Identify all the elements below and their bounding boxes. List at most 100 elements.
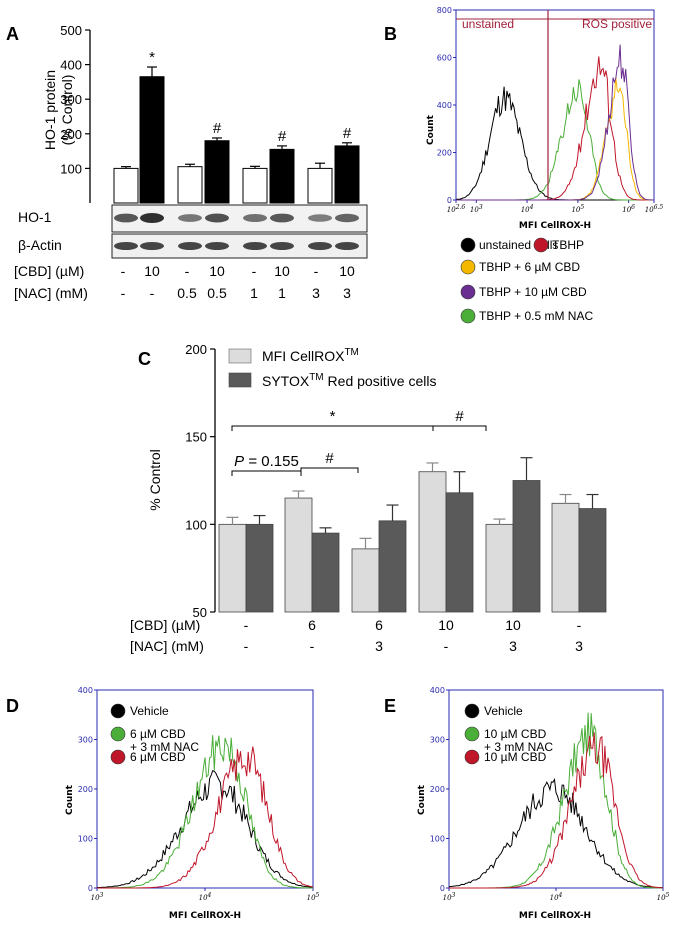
blot-actin-band xyxy=(140,242,164,250)
blot-actin-label: β-Actin xyxy=(18,237,62,253)
panel-d-curve-vehicle xyxy=(96,770,314,889)
blot-ho1-band xyxy=(270,213,294,223)
panel-e-ytick-label: 100 xyxy=(430,835,445,844)
panel-a-ytick-label: 100 xyxy=(60,161,82,176)
panel-c-bar-chart: 50 100 150 200 P = 0.155 # * # MFI CellROXTM SY… xyxy=(130,342,607,654)
panel-d-xlabel: MFI CellROX-H xyxy=(169,911,241,921)
panel-e-xlabel: MFI CellROX-H xyxy=(519,911,591,921)
panel-c-bar-series1 xyxy=(284,497,313,613)
panel-b-ytick-label: 800 xyxy=(437,6,452,15)
panel-a-ylabel-line2: (% Control) xyxy=(59,75,75,146)
panel-e-legend-marker xyxy=(464,703,480,719)
panel-b-legend-marker xyxy=(460,237,476,253)
table-c-cbd-label: [CBD] (µM) xyxy=(130,617,200,633)
blot-ho1-band xyxy=(140,213,164,223)
panel-b-legend-label: TBHP + 0.5 mM NAC xyxy=(479,309,593,323)
panel-e-xtick-label: 105 xyxy=(657,892,670,902)
blot-actin-band xyxy=(205,242,229,250)
panel-d-xtick-label: 104 xyxy=(199,892,212,902)
panel-label-c: C xyxy=(138,349,151,369)
panel-b-curve-cbd10 xyxy=(456,44,654,201)
table-a-cbd-label: [CBD] (µM) xyxy=(14,263,84,279)
panel-a-bar xyxy=(177,166,203,204)
panel-b-flow-histogram: 0 200 400 600 800 102.6 103 104 105 106 106.5 unst… xyxy=(426,6,663,324)
panel-d-xtick-label: 103 xyxy=(91,892,104,902)
panel-e-legend-label: 10 µM CBD xyxy=(484,750,547,764)
table-a-cbd-cell: - xyxy=(314,263,319,279)
table-a-cbd-cell: - xyxy=(185,263,190,279)
panel-d-ylabel: Count xyxy=(65,784,75,815)
panel-a-ylabel-line1: HO-1 protein xyxy=(42,70,58,150)
table-c-nac-cell: 3 xyxy=(375,638,383,654)
panel-c-ytick-label: 200 xyxy=(185,342,207,357)
table-a-nac-cell: - xyxy=(150,285,155,301)
panel-d-legend-marker xyxy=(110,726,126,742)
panel-e-xtick-label: 104 xyxy=(550,892,563,902)
panel-c-bar-series2 xyxy=(378,520,407,613)
panel-b-legend-marker xyxy=(460,308,476,324)
panel-c-annot-p-label: P = 0.155 xyxy=(234,453,299,470)
panel-d-legend-marker xyxy=(110,703,126,719)
table-c-nac-cell: 3 xyxy=(575,638,583,654)
panel-b-ytick-label: 200 xyxy=(437,149,452,158)
table-a-cbd-cell: 10 xyxy=(339,263,355,279)
panel-c-bar-series2 xyxy=(512,480,541,613)
panel-d-ytick-label: 100 xyxy=(78,835,93,844)
panel-d-legend-label: 6 µM CBD xyxy=(130,750,186,764)
panel-e-curve-cbd xyxy=(449,732,663,889)
panel-a-bar-chart: 100 200 300 400 500 * # # # HO-1 protein (% Con… xyxy=(42,23,360,204)
panel-b-xtick-label: 102.6 xyxy=(447,204,466,214)
panel-a-significance: # xyxy=(278,128,287,145)
blot-actin-band xyxy=(308,242,332,250)
panel-d-curve-cbd-nac xyxy=(97,735,313,889)
panel-a-bar xyxy=(334,145,360,204)
panel-e-flow-histogram: 0 100 200 300 400 103 104 105 Vehicle 10 µM CBD+… xyxy=(417,686,670,921)
panel-c-legend-swatch-2 xyxy=(228,372,252,388)
panel-a-ytick-label: 200 xyxy=(60,127,82,142)
panel-a-ytick-label: 500 xyxy=(60,23,82,38)
panel-c-ytick-label: 100 xyxy=(185,517,207,532)
panel-d-frame xyxy=(96,689,314,889)
panel-e-ytick-label: 400 xyxy=(430,686,445,695)
table-a-nac-cell: 3 xyxy=(312,285,320,301)
panel-b-xtick-label: 104 xyxy=(521,204,534,214)
table-c-cbd-cell: 6 xyxy=(375,617,383,633)
blot-actin-band xyxy=(335,242,359,250)
panel-b-legend-label: TBHP + 10 µM CBD xyxy=(479,285,587,299)
panel-d-legend-label: 6 µM CBD xyxy=(130,727,186,741)
table-c-cbd-cell: 6 xyxy=(308,617,316,633)
panel-c-annot-hash1-label: # xyxy=(325,450,334,467)
panel-c-annot-p-bracket xyxy=(231,470,302,476)
panel-b-gate-left-label: unstained xyxy=(462,17,514,31)
panel-a-significance: * xyxy=(149,49,155,66)
panel-c-ytick-label: 50 xyxy=(193,605,207,620)
table-a-nac-cell: - xyxy=(121,285,126,301)
panel-a-bar xyxy=(204,140,230,204)
panel-d-curve-cbd xyxy=(97,746,314,889)
panel-e-ytick-label: 0 xyxy=(440,884,445,893)
table-a-cbd-cell: 10 xyxy=(274,263,290,279)
table-a-cbd-cell: - xyxy=(121,263,126,279)
blot-actin-band xyxy=(270,242,294,250)
blot-ho1-band xyxy=(205,213,229,223)
panel-b-ytick-label: 600 xyxy=(437,54,452,63)
panel-c-bar-series1 xyxy=(551,502,580,613)
panel-b-gate-right-label: ROS positive xyxy=(582,17,652,31)
blot-ho1-band xyxy=(243,214,267,222)
panel-a-significance: # xyxy=(343,125,352,142)
panel-c-ylabel: % Control xyxy=(147,449,163,510)
panel-e-xtick-label: 103 xyxy=(443,892,456,902)
panel-d-legend-label-line2: + 3 mM NAC xyxy=(130,740,199,754)
table-c-nac-label: [NAC] (mM) xyxy=(130,638,204,654)
table-c-cbd-cell: 10 xyxy=(505,617,521,633)
panel-d-flow-histogram: 0 100 200 300 400 103 104 105 Vehicle 6 µM CBD+ … xyxy=(65,686,320,921)
panel-b-legend-label: TBHP + 6 µM CBD xyxy=(479,260,580,274)
table-c-nac-cell: - xyxy=(244,638,249,654)
panel-b-curve-unstained xyxy=(455,86,654,201)
panel-c-legend-swatch-1 xyxy=(228,348,252,364)
panel-c-bar-series2 xyxy=(311,532,340,613)
panel-label-d: D xyxy=(6,696,19,716)
panel-e-ylabel: Count xyxy=(417,784,427,815)
panel-b-curve-cbd6 xyxy=(456,77,654,201)
